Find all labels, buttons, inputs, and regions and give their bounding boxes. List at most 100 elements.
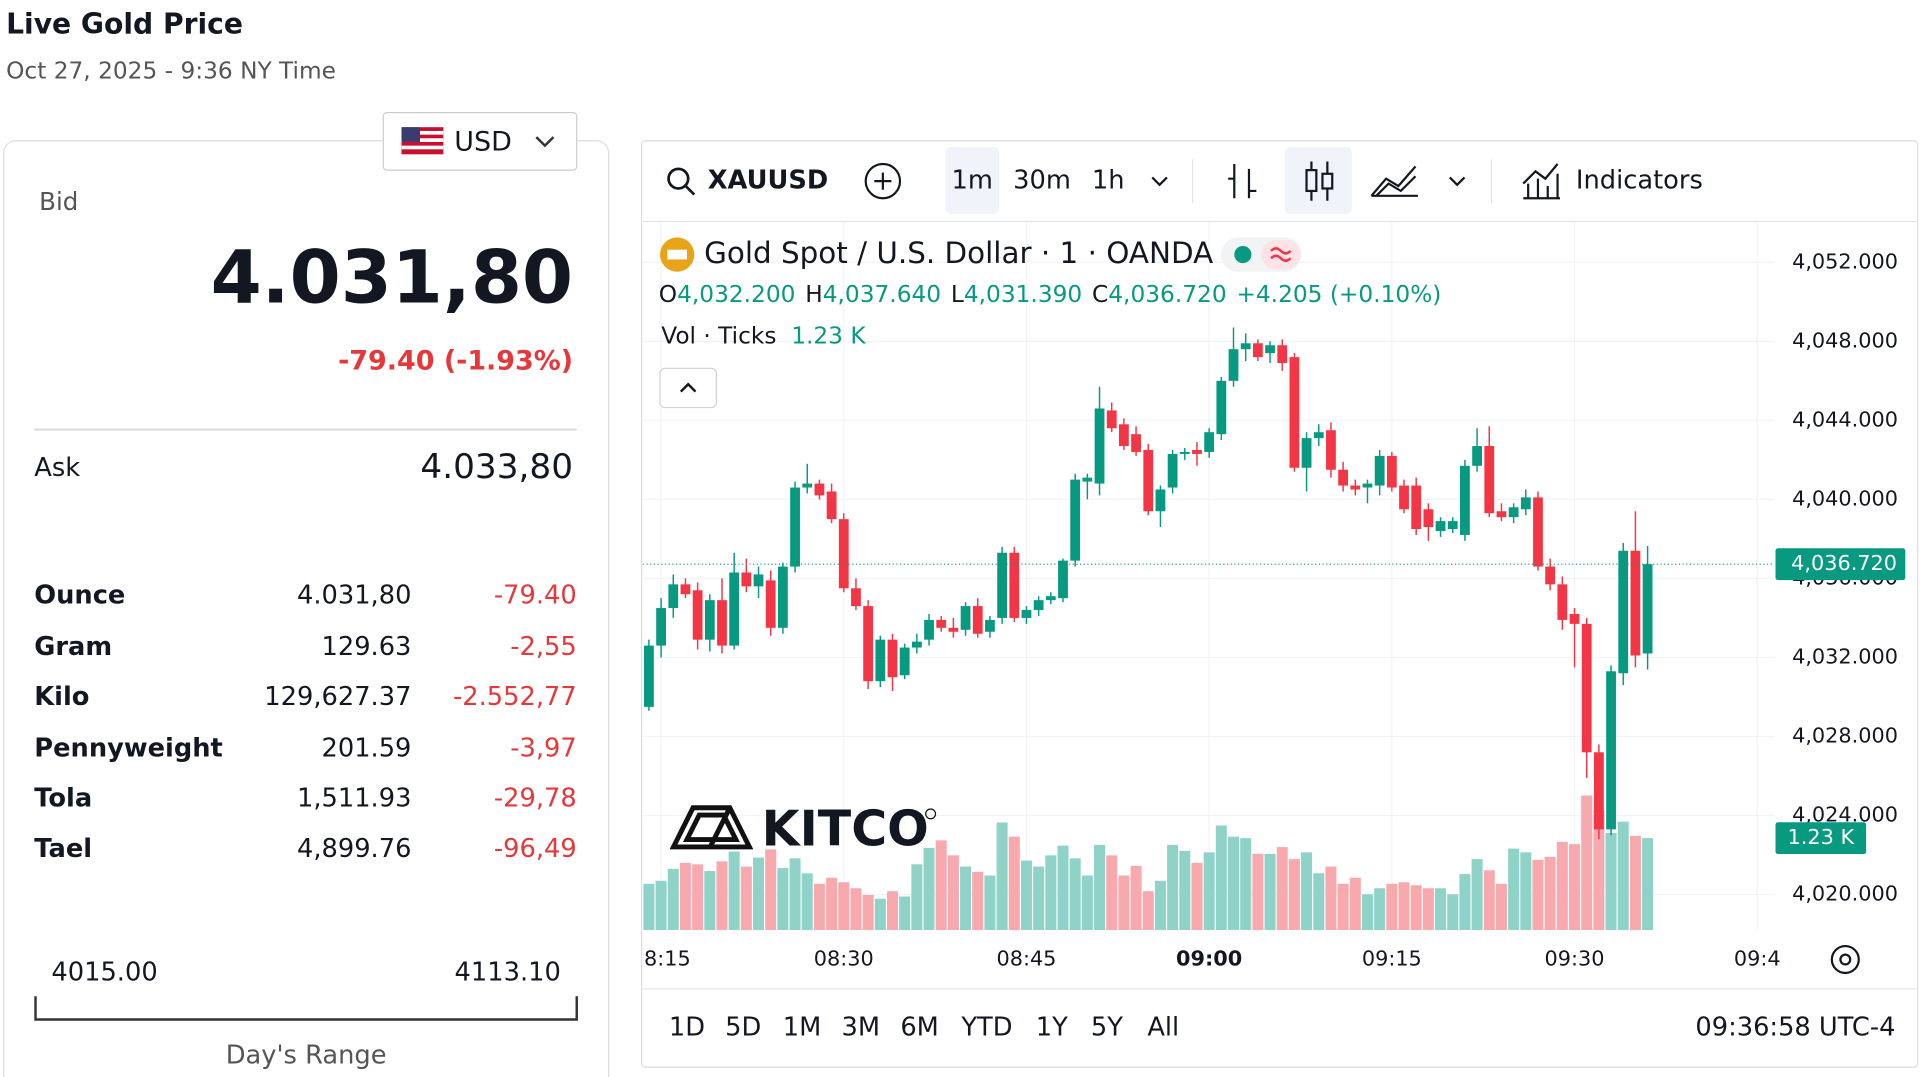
unit-name: Kilo (34, 682, 89, 712)
chevron[interactable] (1151, 176, 1168, 187)
candle-body (765, 580, 776, 628)
chart-title: Gold Spot / U.S. Dollar · 1 · OANDA (704, 236, 1213, 270)
ohlc-key: L (951, 280, 964, 307)
candle-body (948, 627, 959, 632)
candle-body (777, 566, 788, 628)
candle-body (1082, 477, 1093, 482)
candle-body (1228, 349, 1239, 381)
candle-body (887, 639, 898, 678)
candle-body (1021, 610, 1032, 618)
volume-bar (1471, 859, 1483, 931)
candle-body (1496, 511, 1507, 518)
indicators[interactable]: Indicators (1576, 166, 1703, 196)
range-button[interactable]: 3M (842, 1013, 881, 1043)
volume-bar (1520, 852, 1532, 931)
volume-bar (789, 858, 801, 931)
volume-bar (1410, 885, 1422, 931)
volume-bar (947, 855, 959, 931)
settings-icon[interactable] (1830, 944, 1860, 975)
x-tick-label: 09:4 (1734, 947, 1781, 971)
range-bar (34, 996, 578, 1021)
currency-select[interactable]: USD (382, 111, 578, 171)
candle-body (899, 647, 910, 676)
volume-bar (777, 868, 789, 931)
us-flag (401, 126, 444, 155)
search-icon[interactable] (667, 167, 690, 190)
chart-type-active[interactable] (1284, 146, 1352, 215)
candle-body (1508, 507, 1519, 518)
range-high: 4113.10 (455, 957, 561, 987)
x-tick-label: 8:15 (644, 947, 691, 971)
y-tick-label: 4,024.000 (1792, 803, 1898, 827)
collapse-button[interactable] (659, 367, 717, 409)
unit-change: -96,49 (494, 834, 577, 864)
bars-icon[interactable] (1228, 163, 1257, 199)
candle-body (1581, 623, 1592, 753)
candle-body (1045, 596, 1056, 601)
volume-bar (1069, 858, 1081, 931)
interval[interactable]: 1h (1092, 166, 1125, 196)
chevron[interactable] (1449, 176, 1466, 187)
unit-change: -29,78 (494, 784, 577, 814)
candle-body (741, 572, 752, 587)
currency-label[interactable]: USD (454, 127, 512, 158)
candle-body (1155, 489, 1166, 512)
volume-bar (1276, 847, 1288, 931)
range-button[interactable]: 1D (669, 1013, 705, 1043)
range-button[interactable]: All (1147, 1013, 1179, 1043)
volume-bar (1057, 845, 1069, 931)
candle-body (1143, 449, 1154, 512)
logo-mark (669, 805, 754, 850)
interval-active[interactable] (945, 146, 1000, 215)
add-symbol[interactable] (864, 162, 902, 200)
unit-change: -79.40 (494, 581, 577, 611)
range-button[interactable]: 5D (725, 1013, 761, 1043)
volume-bar (1191, 862, 1203, 931)
ohlc-key: O (659, 280, 677, 307)
interval[interactable]: 30m (1013, 166, 1071, 196)
volume-bar (740, 866, 752, 931)
candle-body (1386, 455, 1397, 488)
range-button[interactable]: 1Y (1036, 1013, 1068, 1043)
status-dot (1234, 245, 1252, 264)
volume-bar (643, 883, 655, 931)
volume-bar (655, 880, 667, 931)
candle-body (985, 619, 995, 632)
units-table: Ounce 4.031,80 -79.40 Gram 129.63 -2,55 Kilo 12… (34, 581, 576, 864)
plus-icon (874, 172, 892, 190)
volume-bar (850, 888, 862, 931)
range-button[interactable]: 6M (900, 1013, 939, 1043)
y-tick-label: 4,032.000 (1792, 644, 1898, 668)
candle-body (644, 645, 654, 707)
candle-body (1216, 380, 1227, 435)
candle-body (875, 639, 886, 682)
candle-body (692, 590, 703, 640)
volume-bar (996, 822, 1008, 931)
candle-body (1301, 438, 1312, 468)
candle-body (863, 606, 874, 682)
status-badge (1261, 239, 1301, 270)
symbol[interactable]: XAUUSD (708, 166, 828, 196)
candle-body (911, 641, 922, 648)
range-button[interactable]: 1M (783, 1013, 822, 1043)
y-tick-label: 4,028.000 (1792, 723, 1898, 747)
volume-bar (1167, 844, 1179, 931)
candle-body (802, 483, 813, 488)
volume-bar (1008, 836, 1020, 931)
volume-bar (874, 898, 886, 931)
interval[interactable]: 1m (952, 166, 993, 196)
volume-bar (716, 861, 728, 931)
area-icon[interactable] (1370, 165, 1418, 197)
candle-body (1179, 451, 1190, 454)
indicators-icon[interactable] (1522, 163, 1560, 200)
volume-bar (1301, 852, 1313, 931)
candle-body (972, 606, 983, 634)
volume-bar (1569, 844, 1581, 931)
candle-body (1131, 434, 1141, 452)
range-button[interactable]: 5Y (1091, 1013, 1123, 1043)
unit-name: Tael (34, 834, 92, 864)
range-button[interactable]: YTD (960, 1013, 1012, 1043)
unit-price: 201.59 (322, 734, 412, 764)
candle-body (1313, 432, 1324, 439)
footer: 1D 5D 1M 3M 6M YTD 1Y 5Y All (669, 1013, 1179, 1043)
